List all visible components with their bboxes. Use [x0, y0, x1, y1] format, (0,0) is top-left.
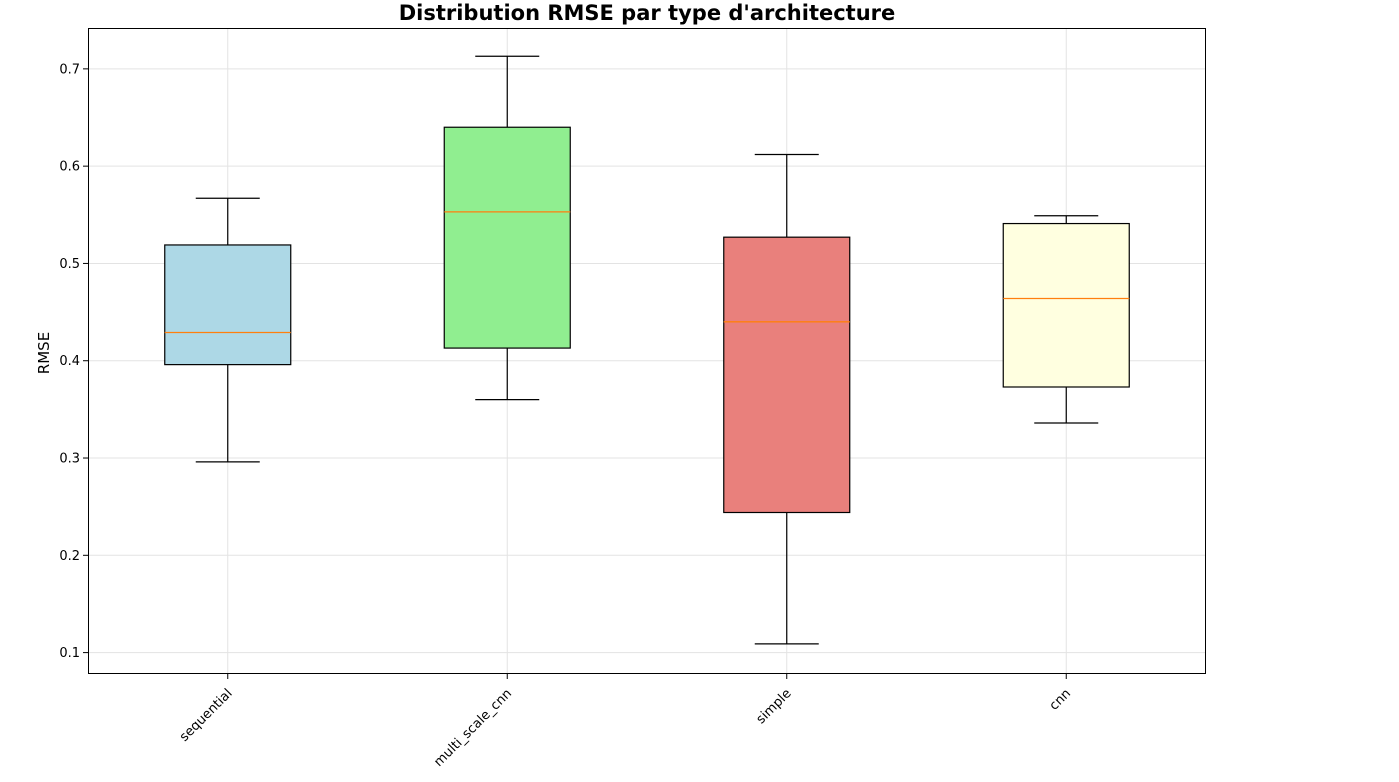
box-multi_scale_cnn: [443, 55, 571, 401]
y-tick-label: 0.4: [59, 354, 80, 369]
boxes: [164, 55, 1130, 645]
box-simple: [723, 153, 851, 645]
y-axis-ticks: 0.1 0.2 0.3 0.4 0.5 0.6 0.7: [59, 62, 88, 661]
x-tick-label: cnn: [1047, 686, 1074, 713]
y-tick-label: 0.6: [59, 160, 80, 175]
x-tick-label: multi_scale_cnn: [431, 686, 515, 770]
y-tick-label: 0.1: [59, 646, 80, 661]
box-sequential: [164, 197, 292, 463]
y-tick-label: 0.2: [59, 549, 80, 564]
x-axis-ticks: sequential multi_scale_cnn simple cnn: [177, 674, 1074, 770]
iqr-box: [1002, 222, 1130, 388]
iqr-box: [443, 126, 571, 349]
y-tick-label: 0.7: [59, 62, 80, 77]
chart-title: Distribution RMSE par type d'architectur…: [399, 1, 896, 25]
y-tick-label: 0.3: [59, 452, 80, 467]
y-axis-label: RMSE: [35, 332, 53, 374]
x-tick-label: sequential: [177, 686, 236, 745]
y-tick-label: 0.5: [59, 257, 80, 272]
iqr-box: [164, 244, 292, 366]
iqr-box: [723, 236, 851, 514]
plot-area-frame: [88, 28, 1206, 674]
x-tick-label: simple: [754, 686, 795, 727]
box-cnn: [1002, 215, 1130, 424]
